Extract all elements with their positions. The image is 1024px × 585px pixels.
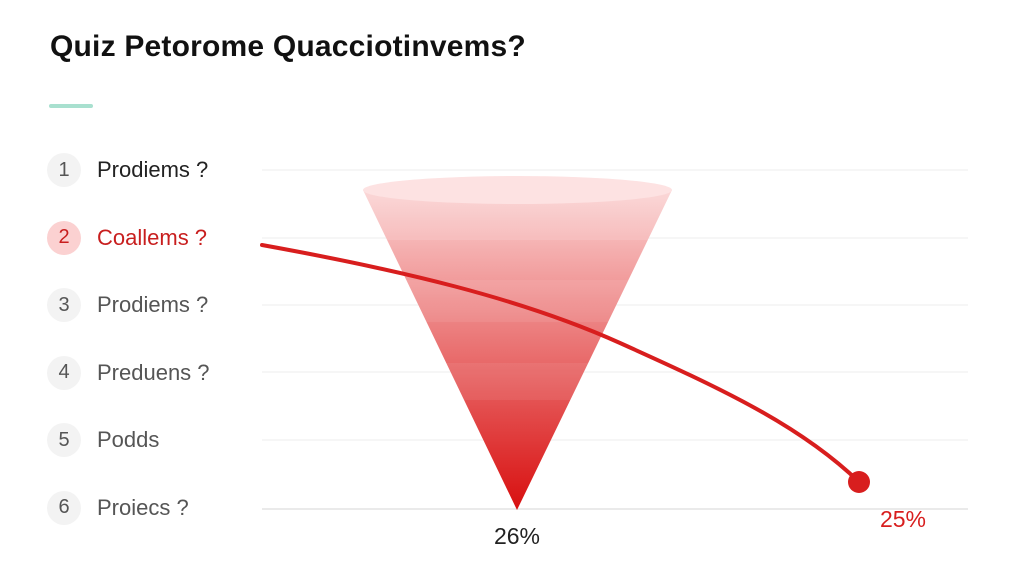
number-badge: 2 [47,220,81,255]
list-item-label: Preduens ? [97,359,210,385]
list-item-label: Proiecs ? [97,494,189,520]
funnel-band [406,280,629,322]
page-title: Quiz Petorome Quacciotinvems? [50,30,526,63]
list-item-label: Podds [97,427,160,453]
number-badge: 3 [47,288,81,323]
list-item[interactable]: 6 Proiecs ? [47,490,262,526]
list-item-label: Coallems ? [97,224,208,250]
funnel-body [363,190,672,510]
list-item-label: Prodiems ? [97,292,209,318]
funnel-band [363,190,672,240]
number-badge: 6 [47,490,81,525]
list-item[interactable]: 4 Preduens ? [47,355,262,391]
question-list: 1 Prodiems ? 2 Coallems ? 3 Prodiems ? 4… [47,152,262,558]
list-item[interactable]: 3 Prodiems ? [47,287,262,323]
number-badge: 4 [47,355,81,390]
funnel-percentage-label: 26% [494,523,540,549]
list-item-active[interactable]: 2 Coallems ? [47,220,262,256]
list-item-label: Prodiems ? [97,157,209,182]
trend-line-path [260,243,861,484]
number-badge: 1 [47,153,81,187]
trend-line-end-marker [848,471,870,493]
funnel-rim [363,176,672,204]
line-end-percentage-label: 25% [880,506,926,532]
list-item[interactable]: 5 Podds [47,422,262,458]
number-badge: 5 [47,423,81,458]
funnel-band [446,363,589,400]
trend-line [260,243,870,493]
list-item[interactable]: 1 Prodiems ? [47,152,262,188]
title-underline [49,104,93,108]
funnel [363,176,672,510]
